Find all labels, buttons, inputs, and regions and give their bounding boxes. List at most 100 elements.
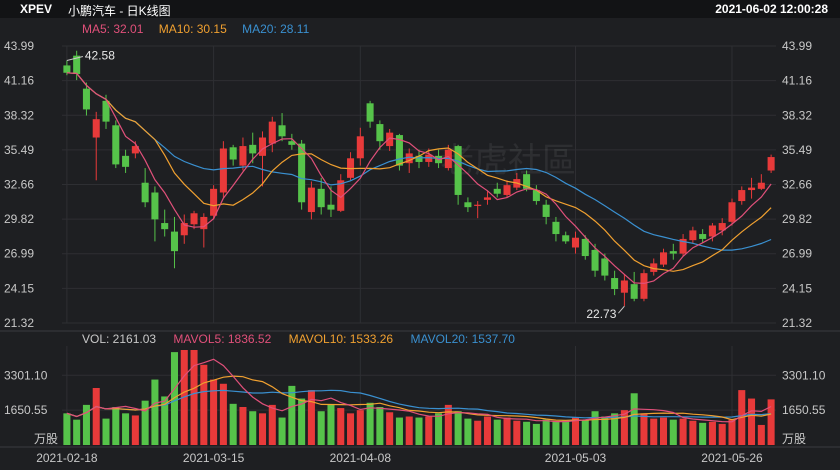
volume-unit-left: 万股 bbox=[34, 432, 58, 446]
candle-body bbox=[728, 202, 736, 222]
chart-title: 小鹏汽车 - 日K线图 bbox=[68, 4, 171, 18]
candle-body bbox=[268, 121, 276, 144]
candle-body bbox=[425, 154, 433, 162]
volume-bar bbox=[659, 417, 668, 445]
volume-bar bbox=[552, 421, 560, 445]
candle-body bbox=[161, 223, 169, 230]
volume-bar bbox=[298, 398, 306, 445]
volume-bar bbox=[444, 404, 452, 445]
volume-bar bbox=[718, 423, 726, 445]
volume-bar bbox=[327, 404, 335, 445]
volume-bar bbox=[347, 413, 355, 445]
volume-bar bbox=[258, 413, 267, 445]
volume-bar bbox=[601, 416, 609, 445]
price-tick-right: 32.66 bbox=[782, 177, 812, 191]
candle-body bbox=[611, 278, 619, 290]
price-tick-right: 43.99 bbox=[782, 39, 812, 53]
volume-bar bbox=[268, 404, 276, 445]
title-bar: XPEV 小鹏汽车 - 日K线图 2021-06-02 12:00:28 bbox=[0, 0, 840, 18]
candle-body bbox=[454, 146, 462, 195]
candle-body bbox=[620, 280, 628, 293]
volume-bar bbox=[757, 424, 765, 445]
volume-bar bbox=[249, 411, 257, 445]
volume-bar bbox=[728, 419, 736, 445]
candle-body bbox=[386, 132, 394, 147]
volume-bar bbox=[82, 404, 90, 445]
price-tick-left: 35.49 bbox=[4, 143, 34, 157]
volume-bar bbox=[200, 364, 208, 445]
volume-tick-left: 3301.10 bbox=[4, 368, 48, 382]
volume-bar bbox=[170, 352, 179, 445]
volume-ma-lines bbox=[66, 358, 772, 423]
volume-bar bbox=[337, 408, 345, 445]
price-tick-right: 29.82 bbox=[782, 212, 812, 226]
annotations: 42.58 22.73 bbox=[66, 49, 625, 321]
price-tick-left: 41.16 bbox=[4, 74, 34, 88]
price-tick-right: 38.32 bbox=[782, 108, 812, 122]
candle-body bbox=[131, 146, 139, 154]
candle-body bbox=[317, 188, 325, 208]
candle-body bbox=[219, 148, 227, 193]
candle-body bbox=[689, 230, 697, 241]
candle-body bbox=[249, 144, 257, 154]
candle-body bbox=[503, 185, 511, 195]
candle-body bbox=[180, 223, 188, 236]
volume-tick-left: 1650.55 bbox=[4, 403, 48, 417]
volume-bar bbox=[581, 419, 589, 445]
volume-bar bbox=[405, 416, 413, 445]
candle-body bbox=[581, 238, 589, 257]
volume-bar bbox=[464, 418, 472, 445]
volume-bars bbox=[63, 350, 775, 445]
volume-bar bbox=[92, 388, 100, 445]
price-tick-left: 38.32 bbox=[4, 108, 34, 122]
price-tick-right: 35.49 bbox=[782, 143, 812, 157]
volume-bar bbox=[513, 420, 521, 445]
candle-body bbox=[562, 235, 570, 242]
volume-bar bbox=[131, 415, 139, 445]
candle-body bbox=[239, 146, 247, 166]
candle-body bbox=[532, 190, 540, 202]
candle-body bbox=[464, 202, 472, 208]
ma10-label: MA10: 30.15 bbox=[158, 22, 227, 36]
volume-bar bbox=[288, 385, 296, 445]
volume-bar bbox=[386, 412, 394, 445]
candle-body bbox=[591, 249, 599, 271]
volume-bar bbox=[767, 399, 775, 445]
volume-bar bbox=[620, 410, 628, 445]
candle-body bbox=[278, 125, 286, 137]
axis-labels: 43.99 43.99 41.16 41.16 38.32 38.32 35.49 35.49… bbox=[4, 39, 826, 465]
volume-bar bbox=[63, 413, 71, 445]
candle-body bbox=[200, 216, 208, 230]
ma5-line bbox=[66, 72, 772, 285]
volume-bar bbox=[591, 411, 599, 445]
price-tick-left: 43.99 bbox=[4, 39, 34, 53]
low-price-label: 22.73 bbox=[586, 307, 616, 321]
date-label: 2021-04-08 bbox=[330, 451, 392, 465]
price-tick-right: 41.16 bbox=[782, 74, 812, 88]
candle-body bbox=[415, 155, 423, 162]
candle-body bbox=[669, 251, 677, 254]
candle-body bbox=[337, 180, 345, 211]
high-pointer bbox=[66, 56, 84, 62]
candle-body bbox=[405, 153, 413, 164]
ma-legend: MA5: 32.01 MA10: 30.15 MA20: 28.11 bbox=[82, 22, 321, 36]
candle-body bbox=[552, 221, 560, 235]
candle-body bbox=[523, 174, 531, 189]
ma5-label: MA5: 32.01 bbox=[82, 22, 144, 36]
ma20-line bbox=[66, 72, 772, 251]
candle-body bbox=[699, 234, 707, 239]
candle-body bbox=[73, 55, 81, 74]
volume-bar bbox=[483, 416, 491, 445]
candle-body bbox=[102, 100, 110, 122]
volume-bar bbox=[317, 411, 325, 445]
candle-body bbox=[718, 223, 726, 231]
volume-bar bbox=[239, 407, 247, 445]
candle-body bbox=[640, 273, 648, 299]
volume-bar bbox=[708, 421, 716, 445]
volume-unit-right: 万股 bbox=[782, 432, 806, 446]
candle-body bbox=[542, 204, 550, 217]
volume-bar bbox=[151, 379, 159, 445]
volume-bar bbox=[542, 419, 550, 445]
volume-bar bbox=[190, 350, 198, 445]
